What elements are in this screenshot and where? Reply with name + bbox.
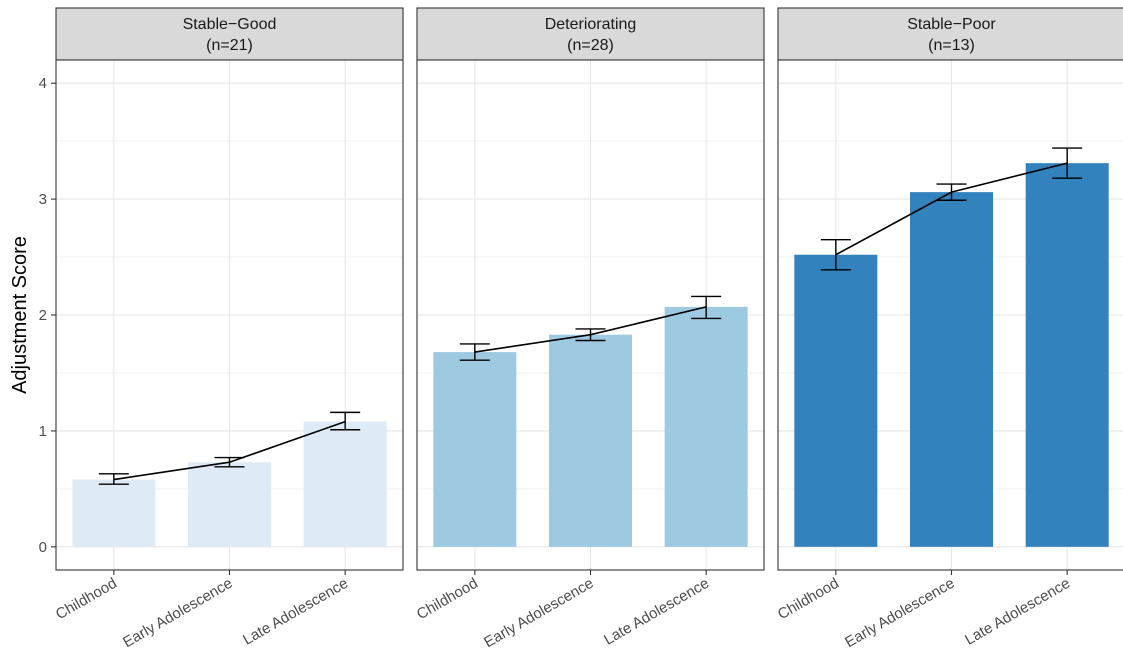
y-axis: 0 1 2 3 4: [39, 75, 56, 556]
error-bar: [575, 328, 606, 342]
y-tick-label: 4: [39, 75, 47, 92]
y-tick-label: 3: [39, 191, 47, 208]
y-axis-title: Adjustment Score: [9, 236, 31, 394]
x-tick-label: Late Adolescence: [240, 575, 351, 649]
error-bar: [214, 456, 245, 468]
bar: [72, 479, 156, 547]
error-bar: [691, 295, 722, 320]
bar: [433, 352, 517, 547]
x-tick-label: Late Adolescence: [962, 575, 1073, 649]
panel-3: Stable−Poor (n=13) Childhood Early Adolesce…: [775, 7, 1123, 651]
bar: [794, 254, 878, 547]
bar: [910, 192, 993, 547]
error-bar: [98, 473, 129, 485]
x-tick-label: Childhood: [775, 575, 842, 624]
panel-title: Deteriorating: [545, 16, 637, 33]
error-bar: [330, 411, 361, 431]
panel-2: Deteriorating (n=28) Childhood Early Adoles…: [414, 7, 765, 651]
bar: [549, 334, 632, 547]
panels: Stable−Good(n=21)Childhood Early Adolesce…: [53, 7, 1123, 651]
panel-1: Stable−Good (n=21) Childhood Early Adolesce…: [53, 7, 404, 651]
error-bar: [1052, 147, 1083, 179]
x-tick-label: Early Adolescence: [120, 575, 235, 651]
panel-title: Stable−Good: [183, 16, 277, 33]
bar: [188, 462, 271, 547]
error-bar: [459, 343, 490, 361]
x-tick-label: Childhood: [53, 575, 120, 624]
y-tick-label: 1: [39, 423, 47, 440]
x-tick-label: Early Adolescence: [842, 575, 957, 651]
panel-strip: [777, 7, 1123, 61]
panel-subtitle: (n=28): [567, 37, 614, 54]
panel-subtitle: (n=21): [206, 37, 253, 54]
error-bar: [820, 238, 851, 271]
panel-strip: [55, 7, 404, 61]
bar: [664, 306, 748, 547]
error-bar: [936, 183, 967, 201]
y-tick-label: 2: [39, 307, 47, 324]
panel-subtitle: (n=13): [928, 37, 975, 54]
panel-strip: [416, 7, 765, 61]
x-tick-label: Childhood: [414, 575, 481, 624]
x-tick-label: Late Adolescence: [601, 575, 712, 649]
panel-title: Stable−Poor: [907, 16, 996, 33]
y-tick-label: 0: [39, 539, 47, 556]
x-tick-label: Early Adolescence: [481, 575, 596, 651]
bar: [1025, 163, 1109, 547]
bar: [303, 421, 387, 547]
